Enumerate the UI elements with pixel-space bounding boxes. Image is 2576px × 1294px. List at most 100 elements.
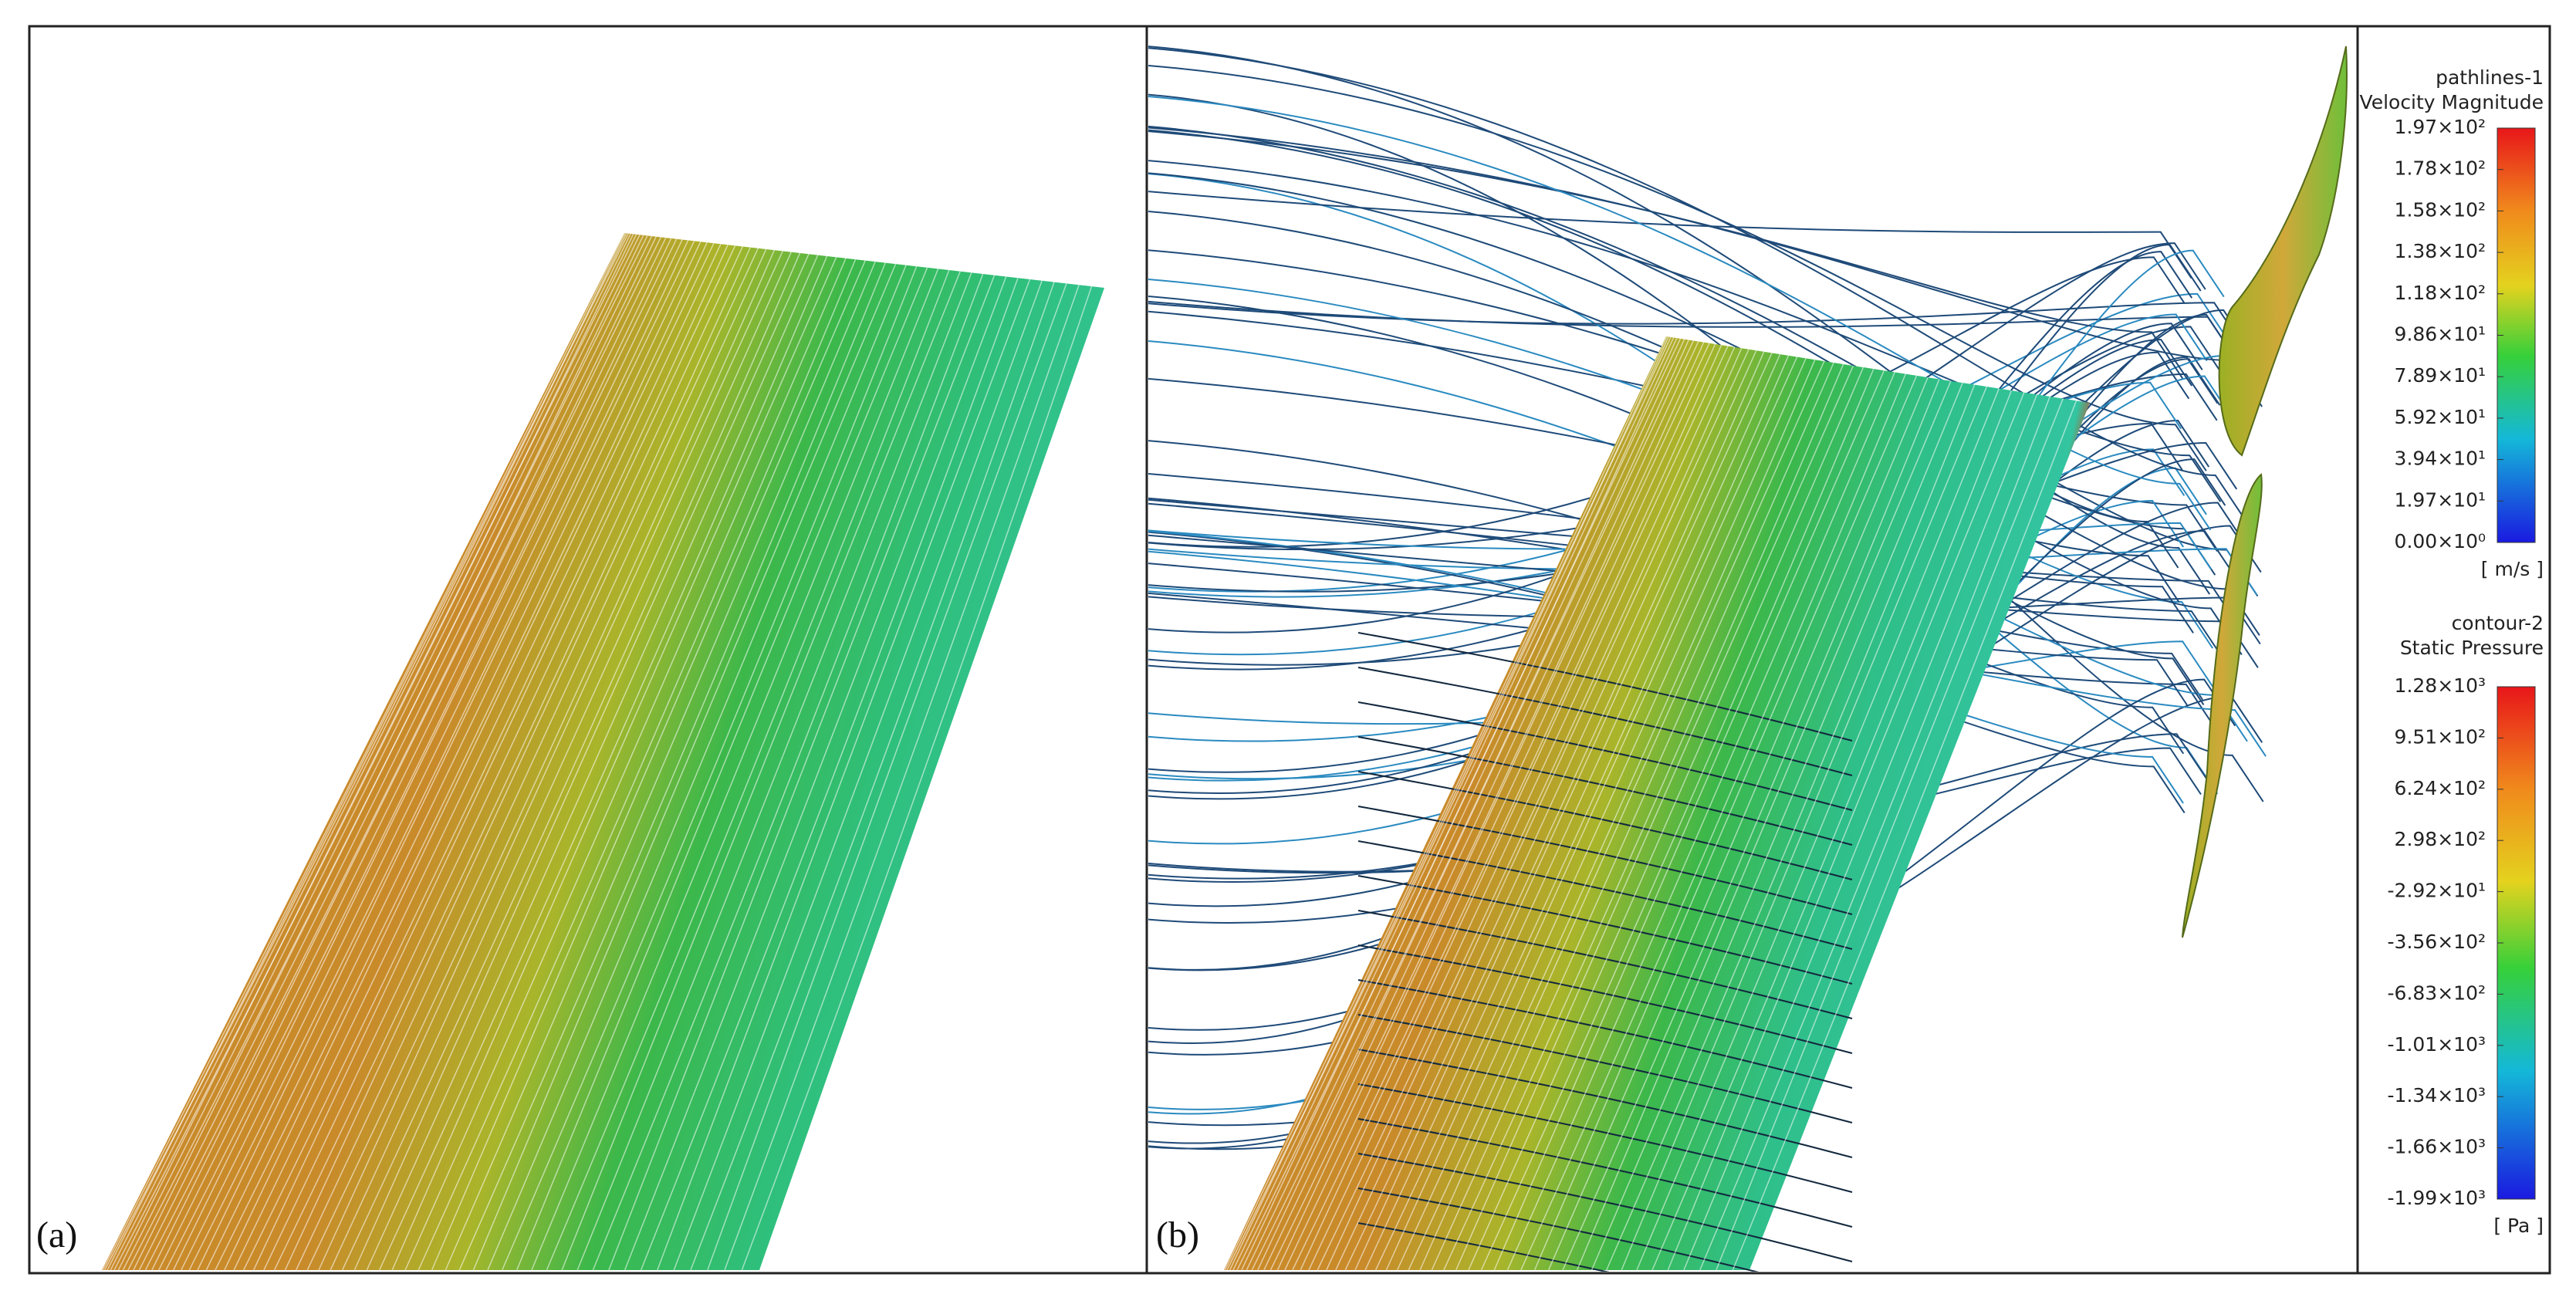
- contour-line: [592, 273, 984, 1271]
- contour-line: [1493, 370, 1885, 1271]
- panel-label: (a): [36, 1215, 77, 1255]
- contour-line: [404, 258, 847, 1271]
- pathline: [1357, 1222, 1610, 1272]
- pathline: [1357, 632, 1853, 742]
- contour-line: [224, 242, 715, 1271]
- contour-line: [1300, 346, 1729, 1271]
- contour-line: [502, 265, 918, 1271]
- contour-line: [1591, 382, 1963, 1271]
- legend-tick-label: 5.92×10¹: [2395, 406, 2486, 428]
- legend-title: Velocity Magnitude: [2360, 91, 2544, 113]
- contour-line: [1344, 351, 1765, 1271]
- legend-tick-label: 1.78×10²: [2395, 157, 2486, 180]
- pathline: [1357, 736, 1853, 846]
- pathline: [1148, 96, 2212, 531]
- contour-line: [561, 271, 961, 1271]
- contour-line: [1699, 396, 2050, 1271]
- contour-line: [458, 262, 886, 1271]
- contour-line: [173, 238, 678, 1271]
- panel-a: [102, 232, 1104, 1271]
- legend-tick-label: 1.97×10²: [2395, 116, 2486, 138]
- contour-line: [1547, 377, 1929, 1271]
- contour-line: [472, 263, 897, 1271]
- contour-line: [1520, 373, 1906, 1271]
- colorbar: [2497, 686, 2536, 1200]
- legend-tick-label: 7.89×10¹: [2395, 364, 2486, 387]
- legend-tick-label: 6.24×10²: [2395, 777, 2486, 799]
- contour-line: [741, 285, 1093, 1271]
- pathline: [1148, 302, 2246, 350]
- contour-line: [284, 248, 759, 1271]
- legend-tick-label: 9.86×10¹: [2395, 323, 2486, 346]
- contour-line: [1667, 392, 2025, 1271]
- contour-line: [391, 257, 837, 1271]
- legend-title: Static Pressure: [2400, 637, 2544, 659]
- contour-line: [487, 265, 907, 1271]
- pathline: [1357, 1083, 1853, 1193]
- legend-tick-label: 9.51×10²: [2395, 725, 2486, 748]
- contour-line: [707, 283, 1067, 1271]
- wing-surface: [102, 233, 1104, 1270]
- pathline: [1148, 64, 2207, 471]
- contour-line: [102, 232, 626, 1271]
- contour-line: [1276, 343, 1710, 1271]
- contour-line: [1246, 339, 1685, 1271]
- pathline: [1357, 806, 1853, 915]
- pathline: [1148, 46, 2211, 595]
- pathline: [1357, 1118, 1853, 1228]
- contour-line: [657, 279, 1031, 1271]
- contour-line: [1455, 365, 1854, 1271]
- contour-line: [418, 258, 857, 1271]
- contour-line: [1716, 398, 2064, 1271]
- panel-label: (b): [1156, 1215, 1199, 1255]
- contour-line: [1308, 346, 1736, 1271]
- contour-line: [1241, 338, 1682, 1271]
- contour-line: [1374, 355, 1790, 1271]
- panel-b: [1148, 46, 2348, 1272]
- blade-lower: [2182, 473, 2263, 938]
- contour-line: [197, 241, 695, 1271]
- contour-line: [243, 244, 729, 1271]
- contour-line: [1364, 353, 1781, 1271]
- legend-tick-label: 1.28×10³: [2395, 674, 2486, 697]
- legend-tick-label: 2.98×10²: [2395, 828, 2486, 850]
- contour-line: [640, 277, 1019, 1271]
- legend-tick-label: -6.83×10²: [2388, 981, 2486, 1004]
- contour-line: [1533, 375, 1918, 1271]
- legend-tick-label: 1.18×10²: [2395, 282, 2486, 304]
- contour-line: [724, 285, 1080, 1271]
- contour-line: [1408, 359, 1816, 1271]
- contour-line: [431, 260, 866, 1271]
- pathline: [1357, 1153, 1853, 1262]
- pathline: [1148, 130, 2184, 379]
- contour-line: [1317, 348, 1743, 1271]
- contour-line: [1443, 363, 1844, 1271]
- pathline: [1357, 875, 1853, 985]
- contour-line: [576, 272, 972, 1271]
- colorbar: [2497, 127, 2536, 543]
- legend-tick-label: -1.66×10³: [2388, 1136, 2486, 1158]
- contour-line: [188, 240, 689, 1271]
- legend-tick-label: -1.34×10³: [2388, 1084, 2486, 1106]
- pathline: [1357, 1188, 1760, 1272]
- contour-line: [158, 237, 667, 1271]
- contour-line: [110, 233, 631, 1271]
- contour-line: [144, 236, 657, 1271]
- contour-line: [1636, 388, 2000, 1271]
- legend-tick-label: 0.00×10⁰: [2395, 530, 2486, 552]
- contour-line: [445, 261, 876, 1271]
- pathline: [1148, 300, 2240, 364]
- contour-line: [1284, 343, 1716, 1271]
- contour-line: [215, 242, 708, 1271]
- contour-line: [296, 248, 767, 1271]
- pathline: [1357, 667, 1853, 776]
- contour-line: [138, 235, 653, 1271]
- legend-tick-label: -3.56×10²: [2388, 931, 2486, 953]
- legend-title: contour-2: [2452, 612, 2544, 634]
- pathline: [1148, 191, 2192, 279]
- legend-tick-label: 3.94×10¹: [2395, 448, 2486, 470]
- contour-line: [165, 238, 672, 1271]
- contour-line: [273, 247, 751, 1271]
- contour-line: [233, 243, 722, 1271]
